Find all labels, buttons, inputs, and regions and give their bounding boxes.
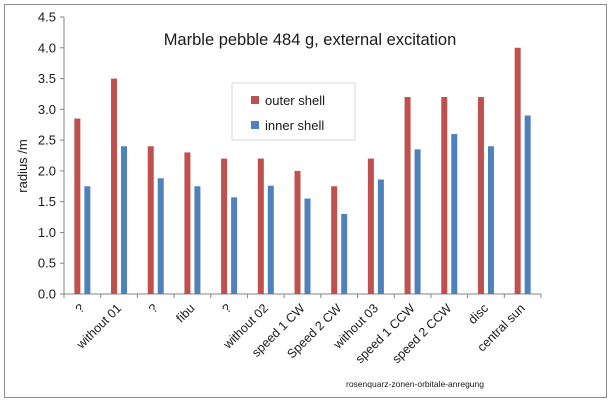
bar-outer-shell-10 [441,97,448,295]
bar-outer-shell-2 [147,146,154,294]
y-tick-label: 4.0 [38,40,56,55]
bar-inner-shell-4 [231,197,238,294]
legend-swatch-outer-shell [251,96,259,104]
y-tick-label: 2.5 [38,133,56,148]
bar-inner-shell-1 [121,146,128,294]
bar-outer-shell-0 [74,118,81,294]
bar-outer-shell-7 [331,186,338,294]
x-tick-label: ? [146,301,161,316]
legend: outer shell inner shell [231,82,356,141]
y-tick-label: 1.0 [38,225,56,240]
bar-inner-shell-5 [267,185,274,294]
y-tick-label: 2.0 [38,163,56,178]
x-tick-label: disc [465,301,491,327]
caption: rosenquarz-zonen-orbitale-anregung [346,379,484,389]
legend-label-outer-shell: outer shell [265,93,325,108]
bar-outer-shell-5 [257,158,264,294]
legend-label-inner-shell: inner shell [265,118,324,133]
y-tick-label: 0.5 [38,256,56,271]
bar-inner-shell-3 [194,186,201,294]
y-tick-label: 4.5 [38,10,56,25]
bar-inner-shell-6 [304,198,311,294]
bar-inner-shell-9 [414,149,421,294]
bar-outer-shell-1 [111,78,118,294]
legend-box [231,82,356,141]
x-tick-label: fibu [173,301,197,325]
bar-inner-shell-8 [377,179,384,294]
bar-outer-shell-4 [221,158,228,294]
bar-inner-shell-12 [524,115,531,294]
bar-outer-shell-11 [477,97,484,295]
bar-inner-shell-7 [341,213,348,294]
y-tick-label: 3.5 [38,71,56,86]
bar-inner-shell-10 [451,133,458,294]
y-tick-label: 0.0 [38,287,56,302]
y-axis-label: radius /m [15,139,30,192]
x-tick-label: ? [73,301,88,316]
x-tick-label: ? [219,301,234,316]
axes [60,16,542,298]
bar-inner-shell-11 [487,146,494,294]
y-tick-label: 1.5 [38,194,56,209]
bar-inner-shell-2 [157,178,164,294]
y-tick-labels: 0.0 0.5 1.0 1.5 2.0 2.5 3.0 3.5 4.0 4.5 [38,10,56,302]
bars [74,47,531,295]
bar-outer-shell-8 [367,158,374,294]
bar-outer-shell-12 [514,47,521,295]
chart-title: Marble pebble 484 g, external excitation [164,31,457,49]
legend-swatch-inner-shell [251,121,259,129]
bar-outer-shell-3 [184,152,191,294]
bar-outer-shell-9 [404,97,411,295]
y-tick-label: 3.0 [38,102,56,117]
bar-inner-shell-0 [84,186,91,294]
bar-outer-shell-6 [294,170,301,294]
